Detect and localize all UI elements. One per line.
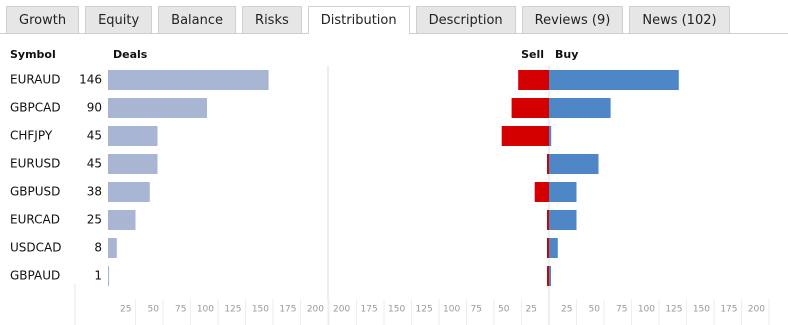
- x-tick-label: 50: [148, 305, 160, 315]
- symbol: GBPAUD: [10, 269, 60, 283]
- x-tick-label: 50: [589, 305, 601, 315]
- symbol: GBPUSD: [10, 185, 60, 199]
- deal-count: 1: [94, 269, 102, 283]
- x-tick-label: 100: [443, 305, 460, 315]
- tab[interactable]: Description: [415, 6, 516, 33]
- x-tick-label: 100: [197, 305, 214, 315]
- symbol: EURUSD: [10, 157, 60, 171]
- deal-count: 146: [79, 73, 102, 87]
- buy-bar: [549, 70, 679, 90]
- x-tick-label: 150: [388, 305, 405, 315]
- deals-bar: [108, 238, 117, 258]
- deals-bar: [108, 70, 269, 90]
- sell-bar: [501, 126, 549, 146]
- deals-bar: [108, 126, 158, 146]
- tab[interactable]: Reviews (9): [521, 6, 624, 33]
- x-tick-label: 50: [498, 305, 510, 315]
- deal-count: 45: [87, 129, 102, 143]
- deals-bar: [108, 154, 158, 174]
- deals-bar: [108, 266, 110, 286]
- x-tick-label: 150: [693, 305, 710, 315]
- tab[interactable]: Distribution: [307, 6, 410, 34]
- tab-bar: Growth Equity Balance Risks Distribution Desc…: [0, 0, 788, 34]
- deal-count: 8: [94, 241, 102, 255]
- x-tick-label: 75: [175, 305, 186, 315]
- x-tick-label: 25: [561, 305, 572, 315]
- sell-bar: [534, 182, 549, 202]
- x-tick-label: 175: [720, 305, 737, 315]
- symbol: EURAUD: [10, 73, 60, 87]
- deals-bar: [108, 182, 150, 202]
- tab[interactable]: Risks: [242, 6, 302, 33]
- buy-bar: [549, 238, 558, 258]
- deal-count: 38: [87, 185, 102, 199]
- x-tick-label: 25: [526, 305, 537, 315]
- x-tick-label: 150: [252, 305, 269, 315]
- buy-bar: [549, 154, 599, 174]
- symbol: EURCAD: [10, 213, 60, 227]
- tab[interactable]: Growth: [6, 6, 80, 33]
- x-tick-label: 125: [416, 305, 433, 315]
- symbol: GBPCAD: [10, 101, 61, 115]
- symbol: CHFJPY: [10, 129, 53, 143]
- x-tick-label: 100: [638, 305, 655, 315]
- buy-bar: [549, 210, 577, 230]
- sell-bar: [511, 98, 549, 118]
- x-tick-label: 200: [333, 305, 350, 315]
- x-tick-label: 75: [471, 305, 482, 315]
- buy-bar: [549, 98, 611, 118]
- x-tick-label: 175: [361, 305, 378, 315]
- deal-count: 25: [87, 213, 102, 227]
- deal-count: 45: [87, 157, 102, 171]
- column-header: Symbol: [10, 48, 56, 61]
- column-header: Buy: [555, 48, 578, 61]
- tab[interactable]: Equity: [85, 6, 153, 33]
- column-header: Deals: [113, 48, 148, 61]
- tab[interactable]: News (102): [629, 6, 730, 33]
- deal-count: 90: [87, 101, 102, 115]
- symbol: USDCAD: [10, 241, 61, 255]
- deals-bar: [108, 98, 207, 118]
- x-tick-label: 25: [120, 305, 131, 315]
- x-tick-label: 125: [224, 305, 241, 315]
- x-tick-label: 200: [748, 305, 765, 315]
- x-tick-label: 75: [616, 305, 627, 315]
- sell-bar: [518, 70, 549, 90]
- x-tick-label: 125: [665, 305, 682, 315]
- deals-bar: [108, 210, 136, 230]
- tab[interactable]: Balance: [158, 6, 237, 33]
- buy-bar: [549, 182, 577, 202]
- column-header: Sell: [521, 48, 544, 61]
- x-tick-label: 175: [279, 305, 296, 315]
- x-tick-label: 200: [307, 305, 324, 315]
